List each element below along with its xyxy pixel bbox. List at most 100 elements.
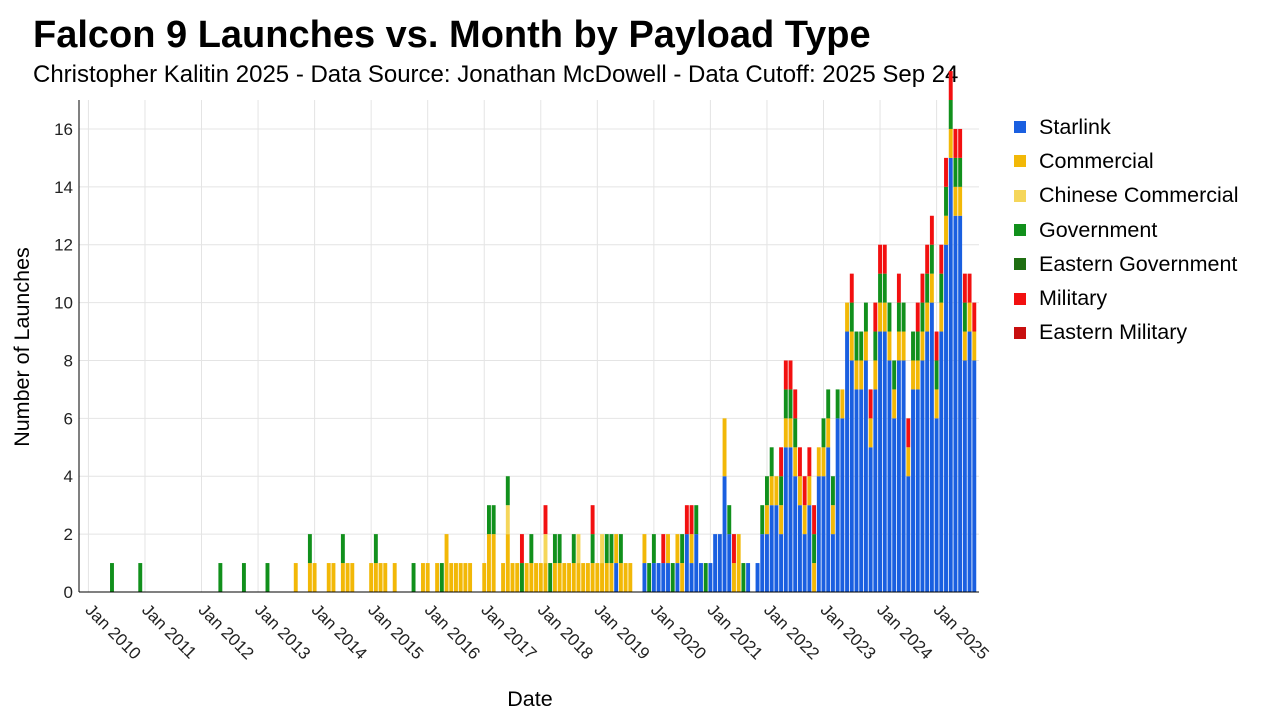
bar-segment xyxy=(618,563,623,592)
bar-segment xyxy=(774,505,779,592)
bar-segment xyxy=(788,418,793,448)
x-tick-label: Jan 2014 xyxy=(308,600,371,663)
bar-segment xyxy=(901,360,906,592)
x-tick-label: Jan 2023 xyxy=(817,600,880,663)
bar-segment xyxy=(392,563,397,592)
bar-segment xyxy=(948,128,953,158)
bar-segment xyxy=(576,563,581,592)
bar-segment xyxy=(562,563,567,592)
bar-segment xyxy=(590,563,595,592)
bar-segment xyxy=(812,563,817,592)
bar-segment xyxy=(807,505,812,592)
bar-segment xyxy=(675,534,680,564)
bar-segment xyxy=(557,563,562,592)
bar-segment xyxy=(939,273,944,303)
bar-segment xyxy=(873,331,878,361)
bar-segment xyxy=(958,157,963,187)
bar-segment xyxy=(293,563,298,592)
bar-segment xyxy=(972,302,977,332)
bar-segment xyxy=(689,534,694,564)
legend-item: Military xyxy=(1014,281,1239,315)
bar-segment xyxy=(576,534,581,564)
bar-segment xyxy=(863,302,868,332)
x-tick-label: Jan 2016 xyxy=(421,600,484,663)
bar-segment xyxy=(830,476,835,506)
y-tick-label: 16 xyxy=(54,120,73,139)
bar-segment xyxy=(774,476,779,506)
x-tick-label: Jan 2015 xyxy=(364,600,427,663)
bar-segment xyxy=(642,534,647,564)
legend-item: Eastern Government xyxy=(1014,247,1239,281)
bar-segment xyxy=(859,389,864,592)
bar-segment xyxy=(896,331,901,361)
bar-segment xyxy=(920,360,925,592)
bar-segment xyxy=(694,505,699,535)
bar-segment xyxy=(958,215,963,592)
legend: Starlink Commercial Chinese Commercial Gove… xyxy=(1014,110,1239,350)
bar-segment xyxy=(741,563,746,592)
bar-segment xyxy=(948,100,953,129)
bar-segment xyxy=(812,505,817,535)
bar-segment xyxy=(859,360,864,390)
bar-segment xyxy=(486,534,491,592)
bar-segment xyxy=(944,244,948,593)
bar-segment xyxy=(600,534,604,564)
bar-segment xyxy=(929,302,934,592)
legend-swatch xyxy=(1014,292,1026,305)
bar-segment xyxy=(732,563,736,592)
bar-segment xyxy=(755,563,760,592)
bar-segment xyxy=(821,418,826,448)
bar-segment xyxy=(911,360,915,390)
bar-segment xyxy=(524,563,529,592)
bar-segment xyxy=(840,389,845,419)
bar-segment xyxy=(788,389,793,419)
bar-segment xyxy=(906,418,911,448)
bar-segment xyxy=(878,244,883,274)
bar-segment xyxy=(849,360,854,592)
bar-segment xyxy=(911,331,915,361)
bar-segment xyxy=(878,273,883,303)
bar-segment xyxy=(802,476,807,506)
bar-segment xyxy=(571,534,576,564)
legend-item: Chinese Commercial xyxy=(1014,179,1239,213)
bar-segment xyxy=(967,273,972,303)
legend-item: Starlink xyxy=(1014,110,1239,144)
y-tick-label: 12 xyxy=(54,236,73,255)
legend-label: Military xyxy=(1039,286,1108,311)
x-tick-label: Jan 2020 xyxy=(647,600,710,663)
bar-segment xyxy=(765,476,769,506)
bar-segment xyxy=(614,534,619,564)
bar-segment xyxy=(915,302,920,332)
bar-segment xyxy=(873,389,878,592)
bar-segment xyxy=(944,157,948,187)
bar-segment xyxy=(708,563,713,592)
bar-segment xyxy=(878,331,883,592)
bar-segment xyxy=(873,360,878,390)
bar-segment xyxy=(543,505,548,535)
chart-title: Falcon 9 Launches vs. Month by Payload T… xyxy=(33,14,871,56)
x-tick-label: Jan 2024 xyxy=(873,600,936,663)
y-tick-label: 0 xyxy=(64,583,73,602)
bar-segment xyxy=(689,505,694,535)
bar-segment xyxy=(793,447,798,477)
legend-swatch xyxy=(1014,155,1026,168)
y-tick-label: 8 xyxy=(64,351,73,370)
bar-segment xyxy=(868,389,873,419)
bar-segment xyxy=(647,563,652,592)
bar-segment xyxy=(265,563,270,592)
bar-segment xyxy=(713,534,718,592)
bar-segment xyxy=(920,302,925,332)
legend-label: Eastern Government xyxy=(1039,251,1238,276)
bar-segment xyxy=(873,302,878,332)
bar-segment xyxy=(793,418,798,448)
bar-segment xyxy=(859,331,864,361)
bar-segment xyxy=(939,331,944,592)
bar-segment xyxy=(882,302,887,332)
bar-segment xyxy=(609,563,614,592)
bar-segment xyxy=(651,534,656,564)
y-axis-label: Number of Launches xyxy=(10,247,34,447)
bar-segment xyxy=(826,418,831,448)
bar-segment xyxy=(110,563,114,592)
legend-label: Starlink xyxy=(1039,114,1111,139)
legend-item: Commercial xyxy=(1014,144,1239,178)
